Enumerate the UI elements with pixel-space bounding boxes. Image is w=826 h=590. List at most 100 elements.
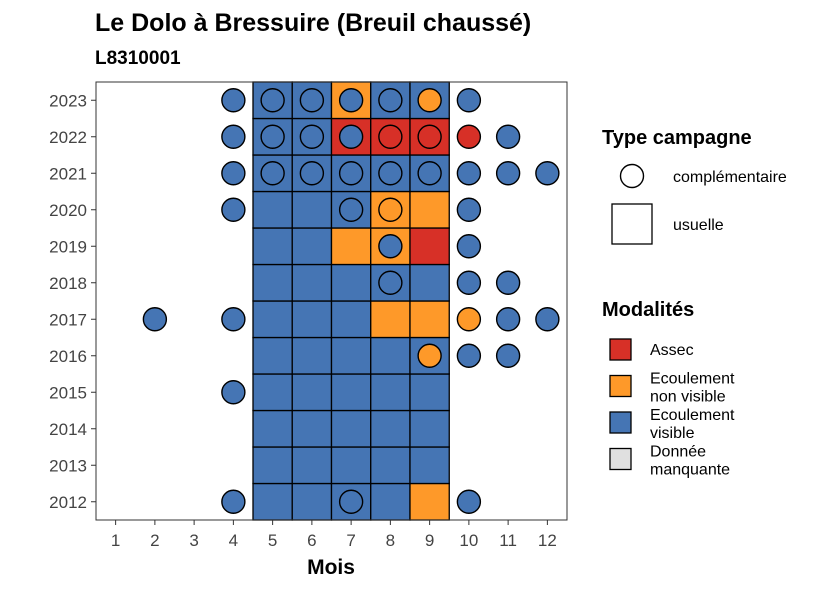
y-tick-label: 2019 [49, 237, 87, 256]
point-2022-4 [221, 124, 246, 149]
legend: Type campagne complémentaire usuelle Moda… [602, 127, 787, 479]
cell-2017-8 [370, 300, 411, 339]
point-2017-4 [221, 307, 246, 332]
cell-2020-9 [409, 190, 450, 229]
x-tick-label: 2 [150, 531, 159, 550]
point-2022-7 [338, 124, 364, 149]
cell-2014-6 [291, 409, 333, 448]
point-2021-12 [535, 161, 560, 186]
point-2022-8 [378, 124, 403, 149]
complementary-points [142, 88, 560, 514]
legend-square-key [611, 203, 653, 245]
point-2023-9 [417, 88, 442, 113]
cell-2019-5 [252, 227, 293, 266]
point-2023-7 [338, 88, 364, 113]
x-tick-label: 11 [499, 531, 517, 550]
cell-2017-6 [291, 300, 333, 339]
x-tick-label: 10 [459, 531, 478, 550]
point-2020-7 [338, 197, 364, 222]
cell-2019-7 [330, 227, 372, 266]
cell-2014-9 [409, 409, 450, 448]
cell-2020-6 [291, 190, 333, 229]
point-2020-10 [456, 197, 482, 222]
point-2021-5 [260, 161, 285, 186]
point-2021-6 [299, 161, 325, 186]
legend-type-label: complémentaire [673, 169, 787, 186]
cell-2013-8 [370, 446, 411, 485]
cell-2016-7 [330, 336, 372, 375]
point-2018-11 [495, 270, 521, 295]
y-tick-label: 2018 [49, 274, 87, 293]
y-tick-label: 2013 [49, 456, 87, 475]
cell-2015-9 [409, 373, 450, 412]
y-tick-label: 2012 [49, 493, 87, 512]
x-tick-label: 3 [189, 531, 198, 550]
point-2021-11 [495, 161, 521, 186]
x-tick-label: 7 [346, 531, 355, 550]
point-2023-6 [299, 88, 325, 113]
x-axis-label: Mois [307, 556, 355, 579]
cell-2012-8 [370, 482, 411, 521]
legend-type-title: Type campagne [602, 127, 752, 149]
cell-2018-7 [330, 263, 372, 302]
point-2019-8 [378, 234, 403, 259]
point-2012-10 [456, 489, 482, 514]
cell-2014-7 [330, 409, 372, 448]
point-2019-10 [456, 234, 482, 259]
chart-title: Le Dolo à Bressuire (Breuil chaussé) [95, 9, 531, 37]
point-2023-5 [260, 88, 285, 113]
point-2023-8 [378, 88, 403, 113]
point-2020-8 [378, 197, 403, 222]
cell-2014-8 [370, 409, 411, 448]
point-2016-10 [456, 343, 482, 368]
cell-2013-9 [409, 446, 450, 485]
cell-2020-5 [252, 190, 293, 229]
point-2021-10 [456, 161, 482, 186]
x-tick-label: 1 [111, 531, 120, 550]
point-2023-10 [456, 88, 482, 113]
legend-modalite-label: Ecoulement [650, 407, 735, 424]
legend-swatch-donnée-manquante [609, 447, 632, 471]
point-2018-8 [378, 270, 403, 295]
point-2018-10 [456, 270, 482, 295]
x-tick-label: 5 [268, 531, 277, 550]
point-2012-4 [221, 489, 246, 514]
point-2017-12 [535, 307, 560, 332]
point-2017-10 [456, 307, 482, 332]
point-2023-4 [221, 88, 246, 113]
x-tick-label: 6 [307, 531, 316, 550]
x-tick-label: 8 [386, 531, 395, 550]
cell-2013-7 [330, 446, 372, 485]
y-tick-label: 2017 [49, 310, 87, 329]
cell-2013-5 [252, 446, 293, 485]
axes: 2012 2013 2014 2015 2016 2017 2018 2019 2020 2021… [49, 91, 557, 550]
cell-2019-6 [291, 227, 333, 266]
legend-swatch-assec [609, 338, 632, 361]
cell-2017-9 [409, 300, 450, 339]
y-tick-label: 2016 [49, 347, 87, 366]
cell-2015-7 [330, 373, 372, 412]
legend-modalite-label: visible [650, 425, 695, 442]
point-2022-10 [456, 124, 482, 149]
point-2021-7 [338, 161, 364, 186]
cell-2012-5 [252, 482, 293, 521]
cell-2014-5 [252, 409, 293, 448]
cell-2018-9 [409, 263, 450, 302]
cell-2016-6 [291, 336, 333, 375]
legend-modalite-label: Ecoulement [650, 371, 735, 388]
cell-2016-5 [252, 336, 293, 375]
point-2021-4 [221, 161, 246, 186]
cell-2015-5 [252, 373, 293, 412]
cell-2019-9 [409, 227, 450, 266]
cell-2016-8 [370, 336, 411, 375]
cell-2018-6 [291, 263, 333, 302]
cell-2018-5 [252, 263, 293, 302]
point-2021-9 [417, 161, 442, 186]
cell-2013-6 [291, 446, 333, 485]
y-tick-label: 2023 [49, 91, 87, 110]
y-tick-label: 2020 [49, 201, 87, 220]
point-2022-11 [495, 124, 521, 149]
y-tick-label: 2021 [49, 164, 87, 183]
point-2016-11 [495, 343, 521, 368]
